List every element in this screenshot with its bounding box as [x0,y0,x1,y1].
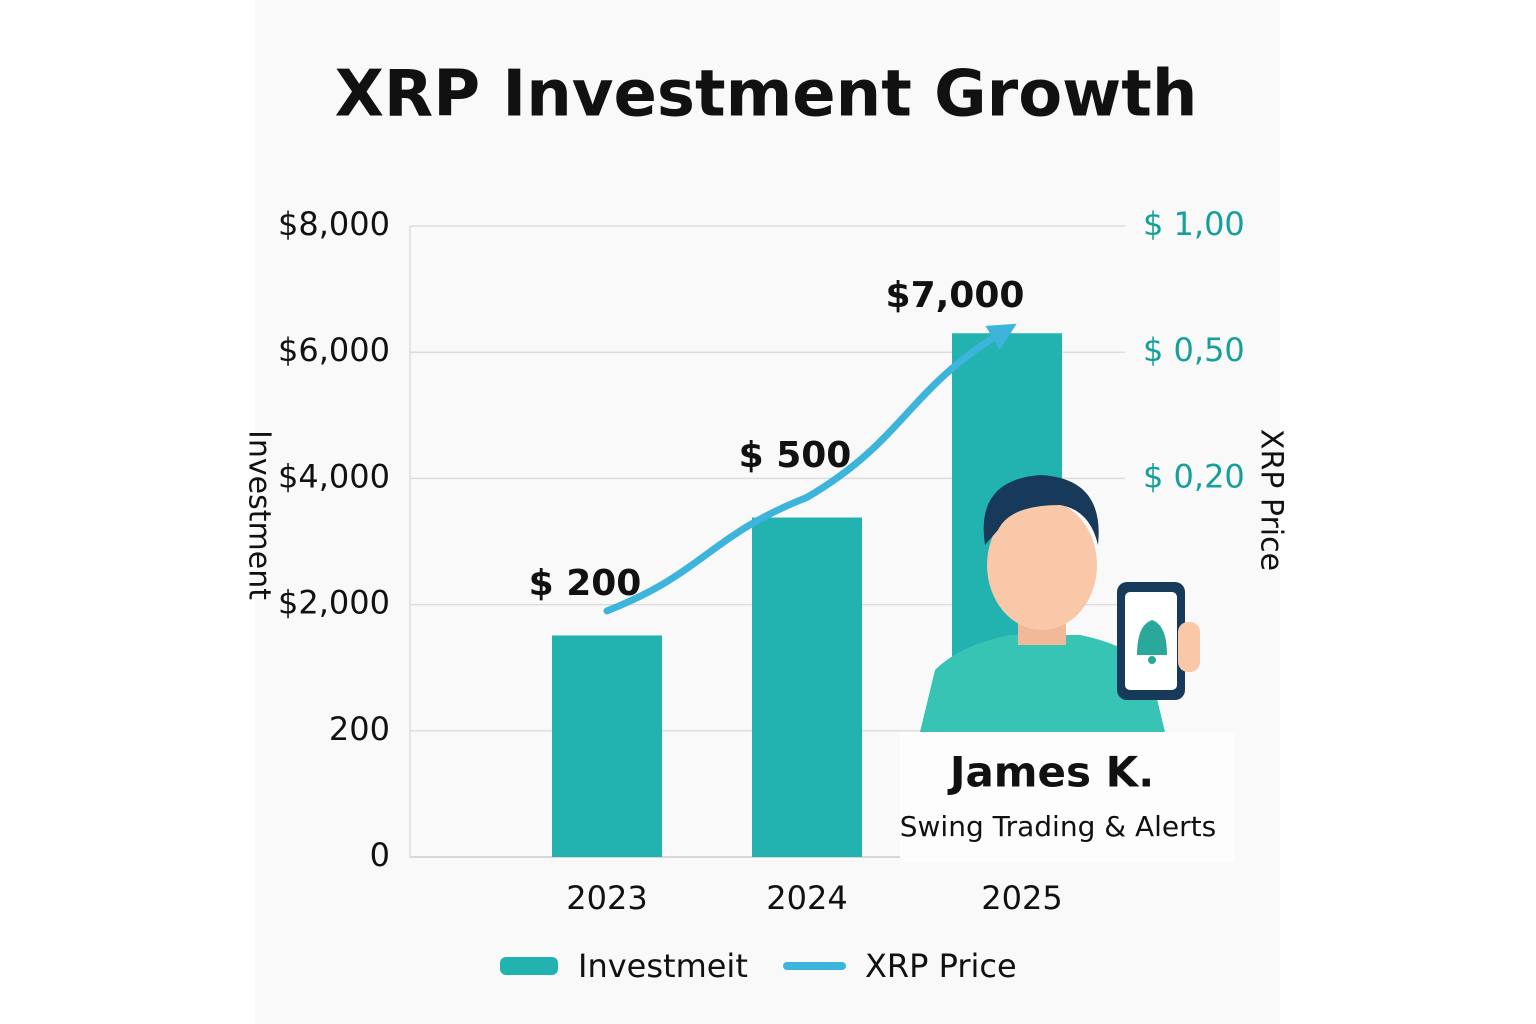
bar [752,517,862,857]
legend-swatch [500,957,558,975]
price-line [603,323,1017,615]
y2-tick-label: $ 0,50 [1143,331,1245,369]
profile-tagline: Swing Trading & Alerts [900,810,1216,843]
y-axis-label: Investment [242,430,277,600]
face [987,500,1097,630]
x-tick-label: 2025 [981,879,1062,917]
annotation: $ 200 [529,563,642,604]
y2-tick-label: $ 1,00 [1143,205,1245,243]
y-tick-label: $6,000 [278,331,390,369]
annotation: $7,000 [886,275,1025,316]
person-illustration [900,475,1235,862]
x-tick-label: 2023 [566,879,647,917]
chart-title: XRP Investment Growth [335,58,1198,132]
body [920,635,1165,732]
legend-label: XRP Price [865,947,1017,985]
annotation: $ 500 [739,435,852,476]
bell-clapper [1148,656,1156,664]
y-tick-label: $4,000 [278,457,390,495]
profile-card [900,732,1235,862]
hair [983,475,1099,545]
y-tick-label: 0 [370,836,390,874]
y2-tick-label: $ 0,20 [1143,457,1245,495]
fingers [1178,622,1200,672]
y-tick-label: $8,000 [278,205,390,243]
bar [552,635,662,857]
profile-name: James K. [947,748,1154,797]
bell [1137,620,1167,655]
y2-axis-label: XRP Price [1254,429,1289,571]
legend-label: Investmeit [578,947,748,985]
y-tick-label: 200 [329,710,390,748]
y-tick-label: $2,000 [278,584,390,622]
x-tick-label: 2024 [766,879,847,917]
